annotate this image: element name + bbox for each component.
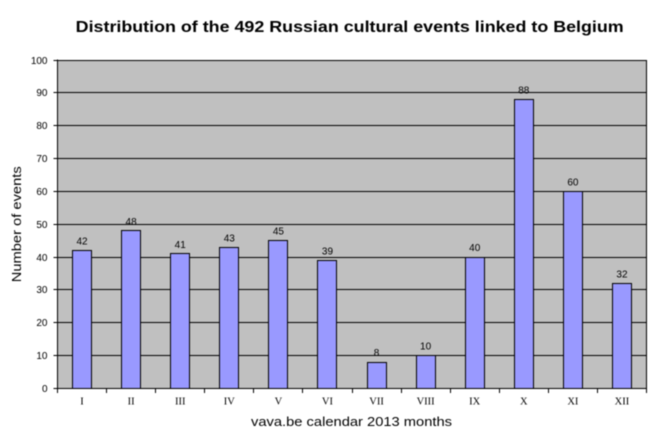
svg-text:V: V: [275, 397, 283, 408]
svg-text:10: 10: [36, 351, 48, 362]
svg-text:48: 48: [126, 217, 138, 228]
svg-text:39: 39: [322, 246, 334, 257]
svg-text:60: 60: [567, 177, 579, 188]
svg-text:XII: XII: [615, 397, 630, 408]
svg-text:Number of events: Number of events: [9, 166, 24, 283]
svg-text:VII: VII: [369, 397, 384, 408]
svg-text:42: 42: [76, 237, 88, 248]
svg-text:Distribution of the 492 Russia: Distribution of the 492 Russian cultural…: [76, 19, 624, 36]
svg-text:8: 8: [374, 348, 380, 359]
svg-text:VI: VI: [322, 397, 334, 408]
svg-text:90: 90: [36, 88, 48, 99]
svg-text:VIII: VIII: [417, 397, 436, 408]
svg-text:20: 20: [36, 318, 48, 329]
svg-text:30: 30: [36, 285, 48, 296]
svg-text:45: 45: [273, 227, 285, 238]
svg-text:X: X: [520, 397, 528, 408]
svg-text:43: 43: [224, 233, 236, 244]
svg-text:vava.be calendar 2013 months: vava.be calendar 2013 months: [251, 414, 453, 429]
svg-text:IX: IX: [469, 397, 480, 408]
svg-text:IV: IV: [224, 397, 235, 408]
svg-text:III: III: [175, 397, 186, 408]
svg-text:100: 100: [31, 56, 48, 67]
svg-text:II: II: [128, 397, 135, 408]
svg-text:70: 70: [36, 154, 48, 165]
svg-text:10: 10: [420, 342, 432, 353]
svg-text:50: 50: [36, 220, 48, 231]
svg-text:0: 0: [42, 384, 48, 395]
svg-text:88: 88: [518, 85, 530, 96]
svg-text:80: 80: [36, 121, 48, 132]
svg-text:40: 40: [469, 243, 481, 254]
svg-text:41: 41: [175, 240, 187, 251]
svg-text:40: 40: [36, 253, 48, 264]
svg-text:XI: XI: [567, 397, 579, 408]
svg-text:32: 32: [616, 269, 628, 280]
svg-text:I: I: [80, 397, 84, 408]
svg-text:60: 60: [36, 187, 48, 198]
